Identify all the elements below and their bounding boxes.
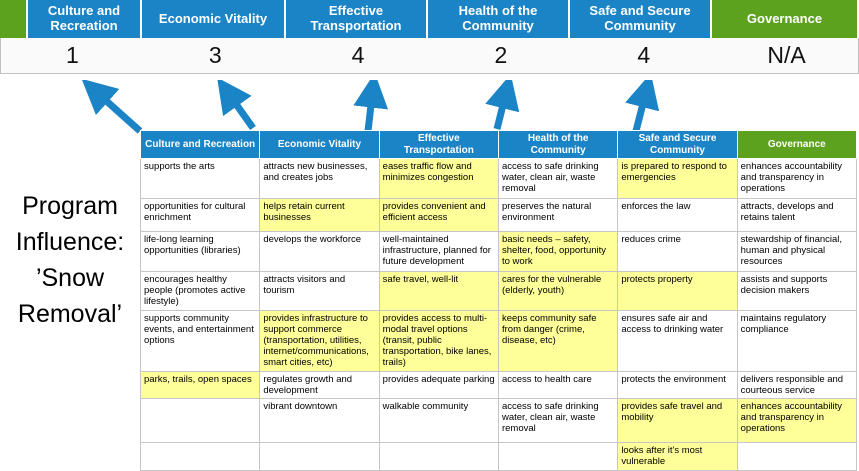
- matrix-cell: opportunities for cultural enrichment: [139, 198, 261, 232]
- matrix-cell-highlighted: is prepared to respond to emergencies: [617, 158, 738, 199]
- score-value: 4: [351, 42, 365, 68]
- matrix-cell: attracts visitors and tourism: [259, 271, 380, 311]
- matrix-cell: [139, 442, 261, 471]
- matrix-cell: delivers responsible and courteous servi…: [736, 370, 858, 400]
- matrix-cell: [139, 398, 261, 444]
- matrix-body: supports the arts attracts new businesses…: [139, 158, 858, 471]
- score-column-header: Health of the Community: [428, 0, 568, 38]
- matrix-cell: supports community events, and entertain…: [139, 309, 261, 372]
- matrix-cell-highlighted: helps retain current businesses: [259, 198, 380, 232]
- matrix-column-header: Culture and Recreation: [139, 130, 261, 159]
- matrix-cell-highlighted: provides infrastructure to support comme…: [259, 309, 380, 372]
- arrow-layer: [81, 80, 660, 134]
- table-row: supports the arts attracts new businesses…: [139, 158, 858, 199]
- table-row: opportunities for cultural enrichment hel…: [139, 198, 858, 232]
- matrix-cell: reduces crime: [617, 231, 738, 272]
- influence-matrix-table: Culture and Recreation Economic Vitality E…: [139, 130, 858, 471]
- score-value: 1: [66, 42, 79, 68]
- matrix-cell: attracts new businesses, and creates job…: [259, 158, 380, 199]
- score-value: N/A: [767, 42, 806, 68]
- matrix-cell-highlighted: enhances accountability and transparency…: [736, 398, 858, 444]
- matrix-cell: regulates growth and development: [259, 370, 380, 400]
- matrix-cell: access to safe drinking water, clean air…: [497, 398, 619, 444]
- matrix-cell: assists and supports decision makers: [736, 271, 858, 311]
- table-row: vibrant downtown walkable community access…: [139, 398, 858, 444]
- score-band-headers: Culture and Recreation Economic Vitality E…: [0, 0, 859, 38]
- matrix-cell: life-long learning opportunities (librar…: [139, 231, 261, 272]
- matrix-cell: [378, 442, 499, 471]
- table-row: life-long learning opportunities (librar…: [139, 231, 858, 272]
- matrix-cell-highlighted: keeps community safe from danger (crime,…: [497, 309, 619, 372]
- matrix-cell-highlighted: provides convenient and efficient access: [378, 198, 499, 232]
- up-arrow-icon: [485, 80, 520, 130]
- matrix-cell-highlighted: looks after it's most vulnerable: [617, 442, 738, 471]
- up-arrow-icon: [217, 80, 256, 131]
- matrix-header-row: Culture and Recreation Economic Vitality E…: [139, 130, 858, 159]
- matrix-cell: protects the environment: [617, 370, 738, 400]
- matrix-cell: provides adequate parking: [378, 370, 499, 400]
- matrix-column-header: Safe and Secure Community: [617, 130, 738, 159]
- matrix-cell: [259, 442, 380, 471]
- matrix-cell: stewardship of financial, human and phys…: [736, 231, 858, 272]
- score-column-header: Culture and Recreation: [28, 0, 140, 38]
- matrix-cell: encourages healthy people (promotes acti…: [139, 271, 261, 311]
- decorative-green-block: [0, 0, 26, 38]
- matrix-cell-highlighted: cares for the vulnerable (elderly, youth…: [497, 271, 619, 311]
- score-column-header: Governance: [712, 0, 857, 38]
- matrix-cell: well-maintained infrastructure, planned …: [378, 231, 499, 272]
- matrix-cell: maintains regulatory compliance: [736, 309, 858, 372]
- table-row: parks, trails, open spaces regulates grow…: [139, 370, 858, 400]
- matrix-cell-highlighted: provides safe travel and mobility: [617, 398, 738, 444]
- table-row: looks after it's most vulnerable: [139, 442, 858, 471]
- matrix-cell-highlighted: safe travel, well-lit: [378, 271, 499, 311]
- matrix-cell: enhances accountability and transparency…: [736, 158, 858, 199]
- matrix-cell: [736, 442, 858, 471]
- score-value: 2: [494, 42, 508, 68]
- matrix-cell: enforces the law: [617, 198, 738, 232]
- score-column-header: Safe and Secure Community: [570, 0, 710, 38]
- matrix-cell: attracts, develops and retains talent: [736, 198, 858, 232]
- matrix-cell: preserves the natural environment: [497, 198, 619, 232]
- table-row: encourages healthy people (promotes acti…: [139, 271, 858, 311]
- matrix-cell: vibrant downtown: [259, 398, 380, 444]
- matrix-cell-highlighted: protects property: [617, 271, 738, 311]
- score-value: 3: [208, 42, 222, 68]
- program-influence-label: Program Influence: ’Snow Removal’: [15, 192, 125, 328]
- up-arrow-icon: [81, 80, 143, 134]
- score-band: Culture and Recreation Economic Vitality E…: [0, 0, 859, 74]
- matrix-cell: access to health care: [497, 370, 619, 400]
- score-band-values: 1 3 4 2 4 N/A: [0, 38, 859, 74]
- matrix-cell: supports the arts: [139, 158, 261, 199]
- matrix-cell-highlighted: provides access to multi-modal travel op…: [378, 309, 499, 372]
- up-arrow-icon: [353, 80, 389, 132]
- table-row: supports community events, and entertain…: [139, 309, 858, 372]
- matrix-column-header: Economic Vitality: [259, 130, 380, 159]
- matrix-cell: ensures safe air and access to drinking …: [617, 309, 738, 372]
- up-arrow-icon: [625, 80, 660, 132]
- matrix-column-header: Governance: [736, 130, 858, 159]
- matrix-cell-highlighted: basic needs – safety, shelter, food, opp…: [497, 231, 619, 272]
- matrix-cell-highlighted: parks, trails, open spaces: [139, 370, 261, 400]
- matrix-column-header: Effective Transportation: [378, 130, 499, 159]
- matrix-cell: walkable community: [378, 398, 499, 444]
- score-column-header: Effective Transportation: [286, 0, 426, 38]
- score-column-header: Economic Vitality: [142, 0, 284, 38]
- matrix-cell: [497, 442, 619, 471]
- score-value: 4: [637, 42, 651, 68]
- matrix-column-header: Health of the Community: [497, 130, 619, 159]
- matrix-cell: develops the workforce: [259, 231, 380, 272]
- matrix-cell: access to safe drinking water, clean air…: [497, 158, 619, 199]
- matrix-cell-highlighted: eases traffic flow and minimizes congest…: [378, 158, 499, 199]
